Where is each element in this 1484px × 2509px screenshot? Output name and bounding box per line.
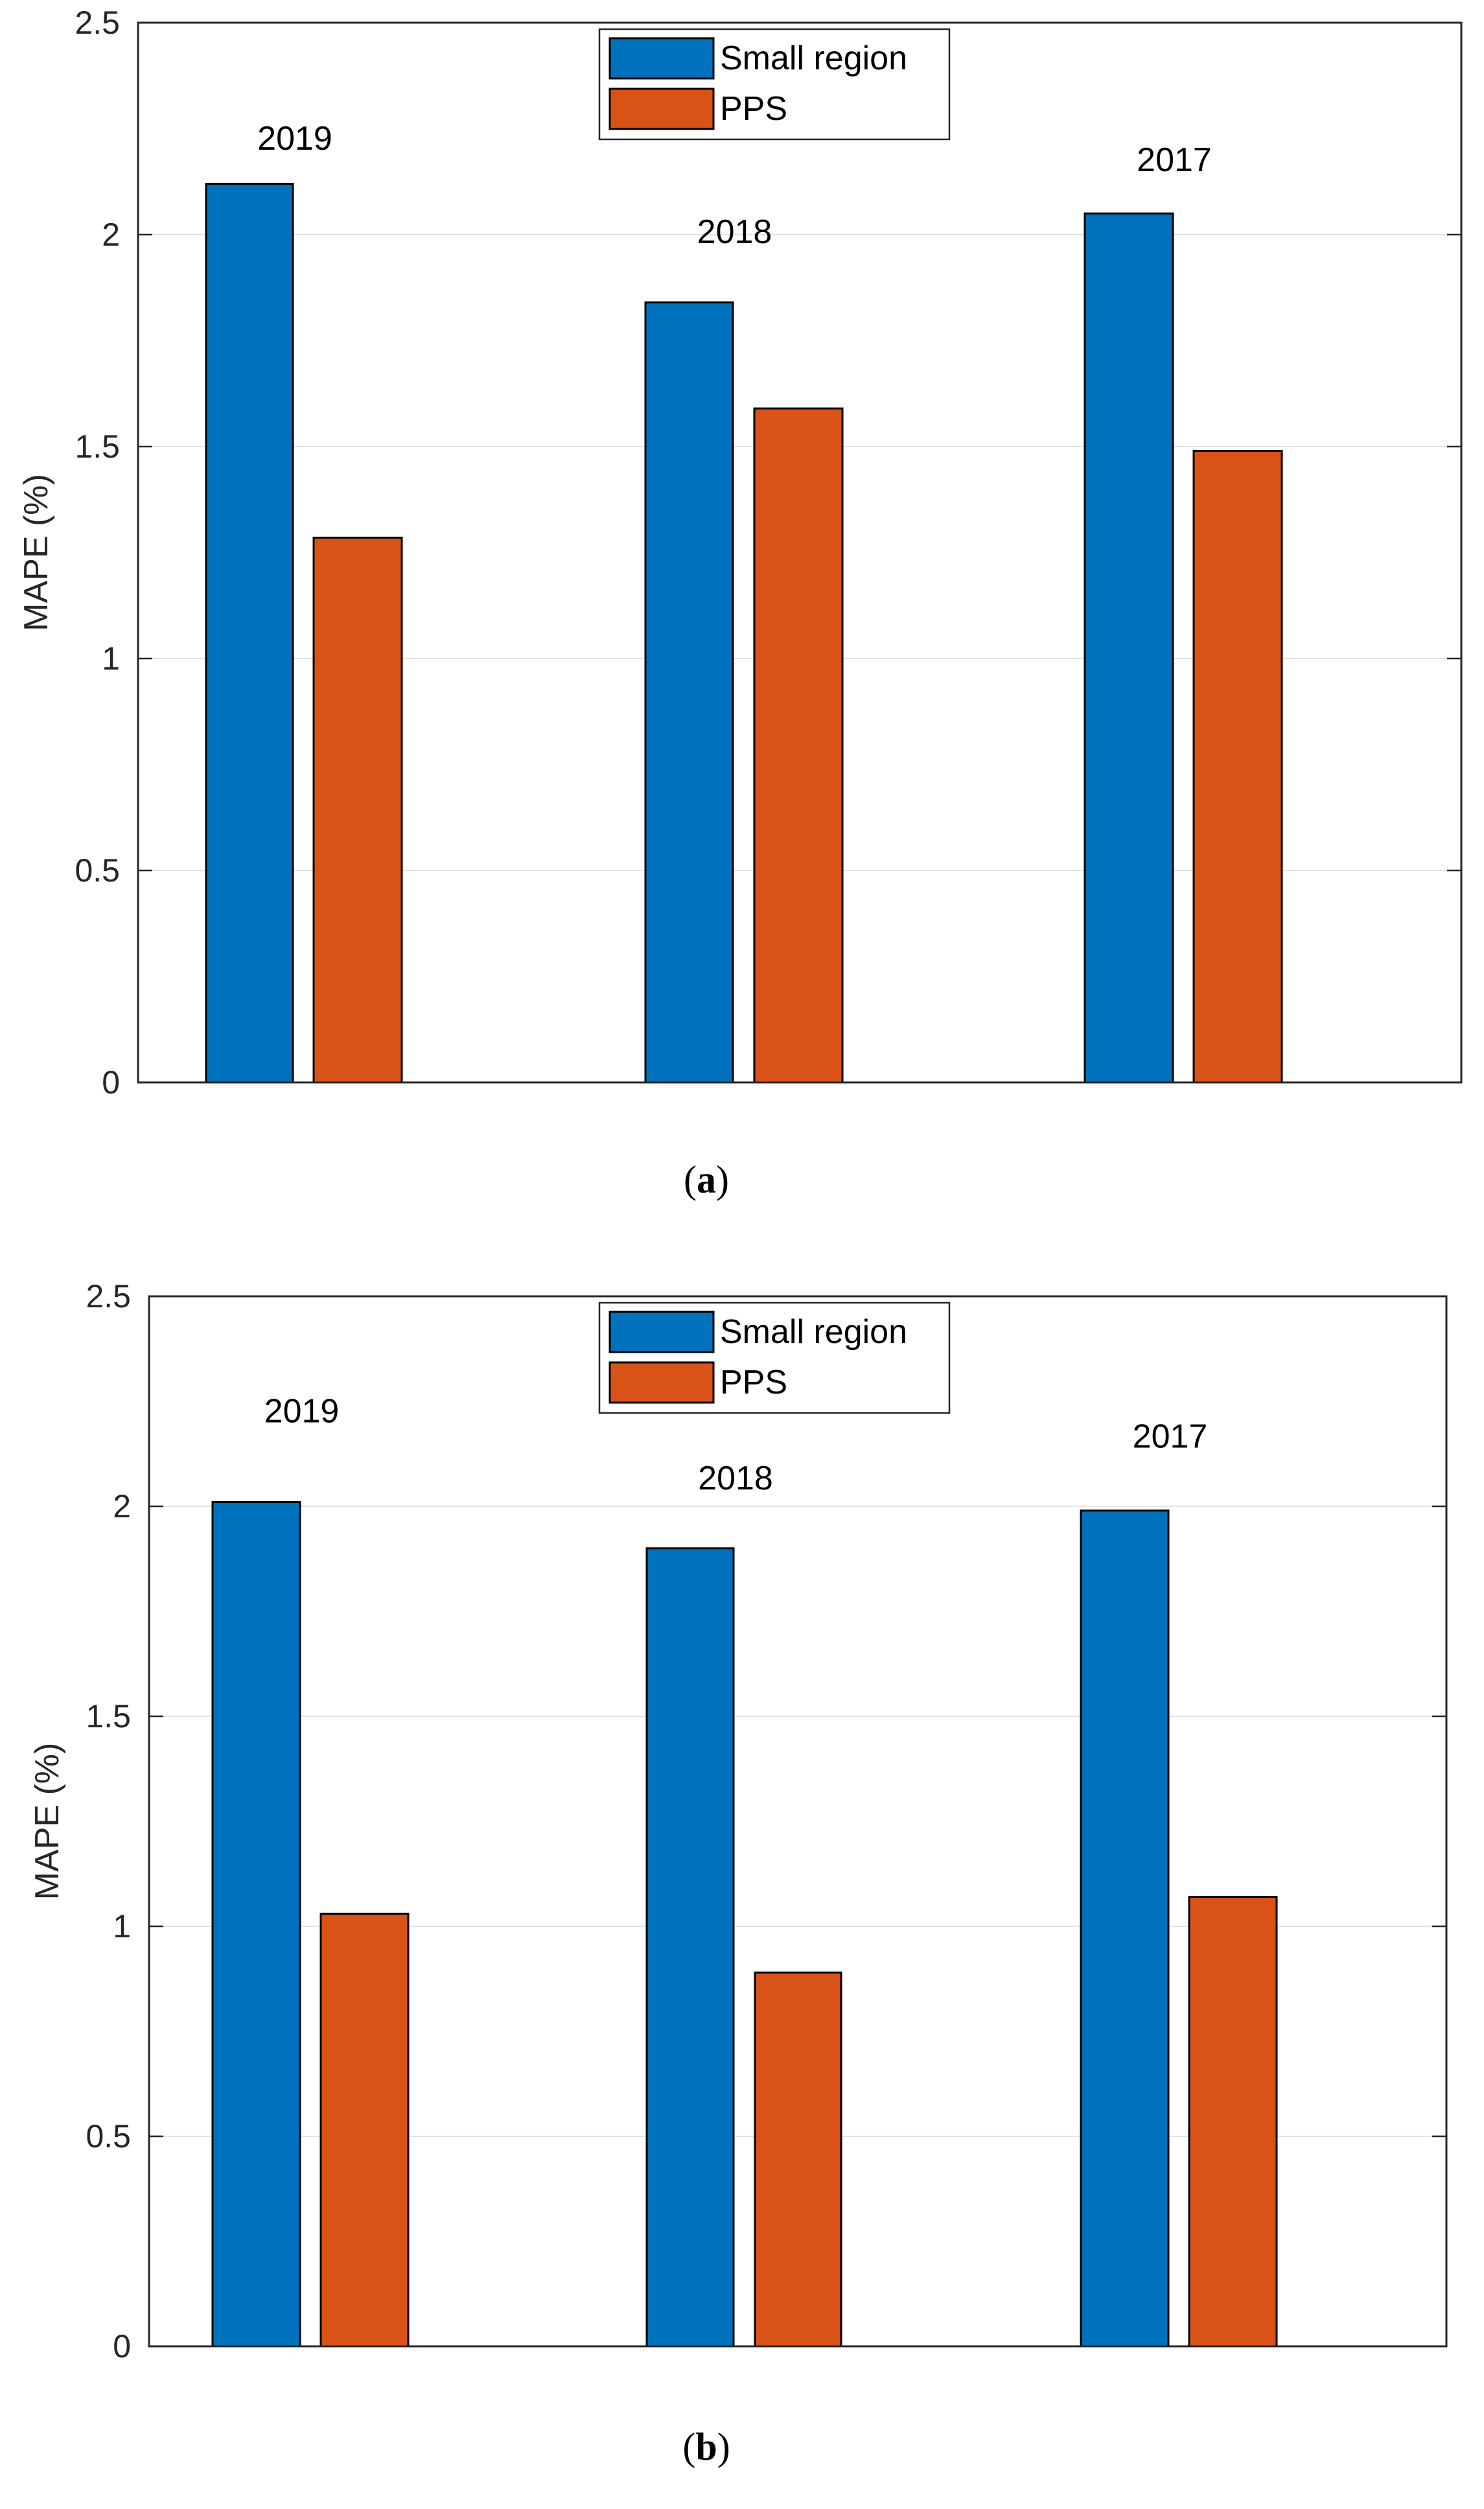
panel-b: 0 0.5 1 1.5 2 2.5 2019 2018 2017 MAPE (%) Small re… bbox=[29, 1278, 1448, 2468]
legend-swatch-pps bbox=[609, 1361, 715, 1404]
y-tick-label: 0.5 bbox=[86, 2118, 131, 2154]
bar-small-region-2017 bbox=[1084, 212, 1174, 1084]
bar-pps-2017 bbox=[1188, 1896, 1278, 2348]
legend-label-small-region: Small region bbox=[720, 1313, 907, 1351]
caption-letter: a bbox=[697, 1158, 716, 1201]
caption-close-paren: ) bbox=[717, 2425, 730, 2468]
bar-pps-2018 bbox=[754, 1971, 842, 2348]
bar-pps-2017 bbox=[1192, 450, 1283, 1084]
caption-letter: b bbox=[695, 2425, 717, 2468]
y-tick-label: 1 bbox=[102, 640, 120, 677]
y-axis-label: MAPE (%) bbox=[17, 474, 55, 631]
bar-small-region-2018 bbox=[645, 1547, 735, 2348]
legend-swatch-small-region bbox=[609, 1311, 715, 1353]
caption-close-paren: ) bbox=[716, 1158, 729, 1201]
y-tick-label: 1.5 bbox=[75, 428, 120, 465]
y-tick-label: 1.5 bbox=[86, 1698, 131, 1734]
legend-label-small-region: Small region bbox=[720, 40, 907, 77]
y-tick-label: 1 bbox=[113, 1908, 131, 1944]
panel-caption: (a) bbox=[684, 1158, 729, 1201]
caption-open-paren: ( bbox=[682, 2425, 695, 2468]
y-tick-label: 0 bbox=[102, 1064, 120, 1101]
bar-small-region-2019 bbox=[211, 1501, 301, 2348]
y-tick-label: 0.5 bbox=[75, 852, 120, 889]
legend-swatch-pps bbox=[609, 88, 715, 130]
panel-a: 0 0.5 1 1.5 2 2.5 2019 2018 2017 MAPE (%) Small re… bbox=[17, 5, 1463, 1201]
bar-pps-2019 bbox=[312, 537, 403, 1084]
year-annotation: 2017 bbox=[1137, 141, 1212, 179]
y-tick-label: 2 bbox=[113, 1488, 131, 1524]
legend: Small region PPS bbox=[598, 28, 951, 141]
year-annotation: 2019 bbox=[264, 1392, 340, 1430]
y-axis-label: MAPE (%) bbox=[29, 1743, 66, 1900]
bar-small-region-2018 bbox=[644, 301, 734, 1084]
year-annotation: 2018 bbox=[698, 1460, 773, 1497]
y-tick-label: 0 bbox=[113, 2328, 131, 2364]
bar-pps-2018 bbox=[753, 407, 844, 1084]
y-tick-label: 2 bbox=[102, 216, 120, 253]
y-tick-label: 2.5 bbox=[75, 5, 120, 41]
legend-label-pps: PPS bbox=[720, 90, 787, 128]
year-annotation: 2019 bbox=[257, 120, 332, 158]
bar-small-region-2019 bbox=[205, 183, 294, 1084]
year-annotation: 2018 bbox=[697, 213, 772, 251]
bar-small-region-2017 bbox=[1080, 1509, 1170, 2348]
caption-open-paren: ( bbox=[684, 1158, 697, 1201]
year-annotation: 2017 bbox=[1133, 1418, 1208, 1455]
legend-label-pps: PPS bbox=[720, 1364, 787, 1401]
legend-swatch-small-region bbox=[609, 37, 715, 80]
y-tick-label: 2.5 bbox=[86, 1278, 131, 1314]
bar-pps-2019 bbox=[319, 1913, 410, 2348]
axes-box bbox=[148, 1295, 1448, 2348]
axes-box bbox=[137, 21, 1463, 1084]
panel-caption: (b) bbox=[682, 2425, 730, 2468]
legend: Small region PPS bbox=[598, 1301, 951, 1414]
